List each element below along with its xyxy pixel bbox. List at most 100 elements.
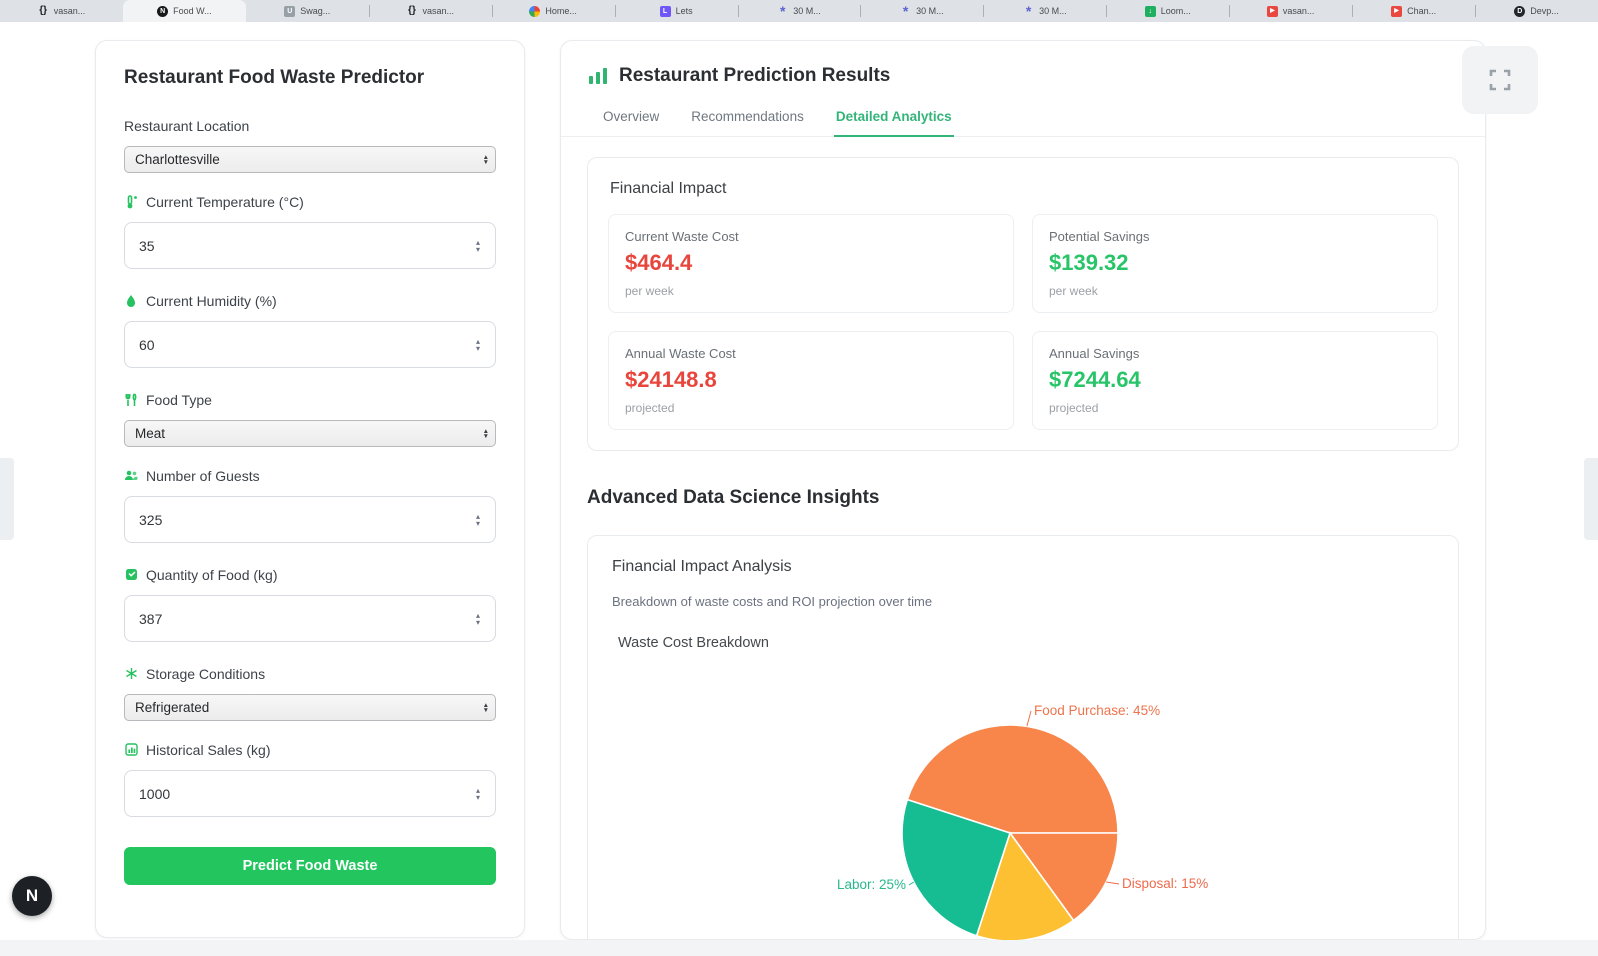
metric-value: $24148.8	[625, 367, 717, 392]
shield-icon: D	[1514, 5, 1526, 17]
browser-tab-1[interactable]: N Food W...	[122, 0, 246, 22]
browser-tab-4[interactable]: Home...	[491, 0, 615, 22]
field-label-text: Quantity of Food (kg)	[146, 566, 278, 583]
snowflake-icon	[124, 667, 138, 681]
number-stepper-icon[interactable]: ▴ ▾	[475, 610, 480, 627]
browser-tab-8[interactable]: * 30 M...	[983, 0, 1106, 22]
loom-icon: ↓	[1144, 5, 1156, 17]
field-label-text: Historical Sales (kg)	[146, 741, 271, 758]
form-group: Restaurant Location Charlottesville ▲ ▼	[124, 117, 496, 173]
browser-tab-label: Swag...	[300, 6, 331, 16]
form-group: Quantity of Food (kg) ▴▾	[124, 566, 496, 642]
pie-label-leader	[1106, 881, 1120, 885]
number-stepper-icon[interactable]: ▴ ▾	[475, 511, 480, 528]
metric-grid: Current Waste Cost $464.4 per week Potentia…	[608, 214, 1438, 430]
field-number-input[interactable]	[124, 595, 496, 642]
browser-tab-label: vasan...	[1282, 6, 1315, 16]
flower-icon: *	[780, 3, 786, 19]
field-label: Food Type	[124, 391, 496, 408]
field-select[interactable]: Refrigerated ▲ ▼	[124, 694, 496, 721]
prediction-results-panel: Restaurant Prediction Results Overview Re…	[560, 40, 1486, 940]
pie-slice-2[interactable]	[975, 831, 1075, 940]
field-number-input[interactable]	[124, 222, 496, 269]
field-number-input[interactable]	[124, 770, 496, 817]
browser-tab-7[interactable]: * 30 M...	[860, 0, 983, 22]
browser-tab-5[interactable]: L Lets	[614, 0, 738, 22]
field-label-text: Current Temperature (°C)	[146, 193, 304, 210]
number-stepper-icon[interactable]: ▴ ▾	[475, 785, 480, 802]
browser-tab-6[interactable]: * 30 M...	[737, 0, 861, 22]
bar-chart-icon	[587, 65, 609, 87]
browser-tab-2[interactable]: U Swag...	[246, 0, 369, 22]
metric-value: $139.32	[1049, 250, 1129, 275]
field-number-input[interactable]	[124, 321, 496, 368]
browser-tab-label: Devp...	[1530, 6, 1559, 16]
browser-tab-9[interactable]: ↓ Loom...	[1106, 0, 1229, 22]
field-label-text: Storage Conditions	[146, 665, 266, 682]
form-title: Restaurant Food Waste Predictor	[124, 67, 425, 88]
form-group: Number of Guests ▴▾	[124, 467, 496, 543]
metric-period: projected	[1049, 401, 1099, 415]
select-value: Meat	[135, 426, 166, 441]
form-group: Current Temperature (°C) ▴▾	[124, 193, 496, 269]
browser-tab-label: Lets	[675, 6, 693, 16]
field-label: Number of Guests	[124, 467, 496, 484]
results-tab-overview[interactable]: Overview	[603, 109, 660, 124]
metric-period: projected	[625, 401, 675, 415]
field-label-text: Number of Guests	[146, 467, 260, 484]
form-group: Historical Sales (kg) ▴▾	[124, 741, 496, 817]
field-label: Quantity of Food (kg)	[124, 566, 496, 583]
field-select[interactable]: Charlottesville ▲ ▼	[124, 146, 496, 173]
google-icon	[529, 5, 541, 17]
thermometer-icon	[124, 194, 138, 209]
metric-card: Annual Waste Cost $24148.8 projected	[608, 331, 1014, 430]
fullscreen-button[interactable]	[1462, 46, 1538, 114]
pie-label-leader	[908, 881, 915, 886]
form-group: Current Humidity (%) ▴▾	[124, 292, 496, 368]
field-number-wrap: ▴▾	[124, 321, 496, 368]
financial-impact-heading: Financial Impact	[610, 180, 727, 197]
browser-tab-0[interactable]: {} vasan...	[0, 0, 123, 22]
metric-card: Annual Savings $7244.64 projected	[1032, 331, 1438, 430]
browser-tab-3[interactable]: {} vasan...	[368, 0, 492, 22]
results-tab-detailed-analytics[interactable]: Detailed Analytics	[833, 101, 954, 137]
browser-tab-strip: {} vasan... N Food W... U Swag... {} vasan... Ho…	[0, 0, 1598, 22]
number-stepper-icon[interactable]: ▴ ▾	[475, 336, 480, 353]
users-icon	[124, 469, 138, 483]
analysis-title: Financial Impact Analysis	[612, 558, 792, 575]
predict-food-waste-button[interactable]: Predict Food Waste	[124, 847, 496, 885]
utensils-icon	[124, 392, 138, 407]
field-number-input[interactable]	[124, 496, 496, 543]
browser-tab-10[interactable]: ▶ vasan...	[1229, 0, 1352, 22]
pie-slice-food-purchase[interactable]	[906, 724, 1119, 834]
metric-period: per week	[625, 284, 674, 298]
field-label: Current Humidity (%)	[124, 292, 496, 309]
browser-tab-12[interactable]: D Devp...	[1475, 0, 1598, 22]
field-number-wrap: ▴▾	[124, 496, 496, 543]
browser-tab-label: 30 M...	[916, 6, 944, 16]
number-stepper-icon[interactable]: ▴ ▾	[475, 237, 480, 254]
fullscreen-icon	[1489, 69, 1511, 91]
results-header: Restaurant Prediction Results	[561, 41, 1485, 101]
purple-app-icon: L	[659, 5, 671, 17]
browser-tab-label: 30 M...	[793, 6, 821, 16]
browser-tab-label: Home...	[545, 6, 577, 16]
nextjs-dev-badge[interactable]: N	[12, 876, 52, 916]
results-tab-recommendations[interactable]: Recommendations	[691, 109, 804, 124]
field-label-text: Restaurant Location	[124, 117, 250, 134]
field-number-wrap: ▴▾	[124, 770, 496, 817]
metric-label: Potential Savings	[1049, 229, 1150, 244]
browser-tab-label: vasan...	[53, 6, 86, 16]
youtube-icon: ▶	[1391, 5, 1403, 17]
field-select[interactable]: Meat ▲ ▼	[124, 420, 496, 447]
left-edge-panel	[0, 458, 14, 540]
pie-label-disposal: Disposal: 15%	[1122, 876, 1208, 891]
form-fields: Restaurant Location Charlottesville ▲ ▼ Curr…	[124, 117, 496, 817]
flower-icon: *	[1025, 3, 1032, 19]
pie-label-labor: Labor: 25%	[837, 877, 906, 892]
form-group: Storage Conditions Refrigerated ▲ ▼	[124, 665, 496, 721]
browser-tab-label: 30 M...	[1039, 6, 1067, 16]
browser-tab-label: Loom...	[1160, 6, 1191, 16]
field-label: Current Temperature (°C)	[124, 193, 496, 210]
browser-tab-11[interactable]: ▶ Chan...	[1352, 0, 1475, 22]
